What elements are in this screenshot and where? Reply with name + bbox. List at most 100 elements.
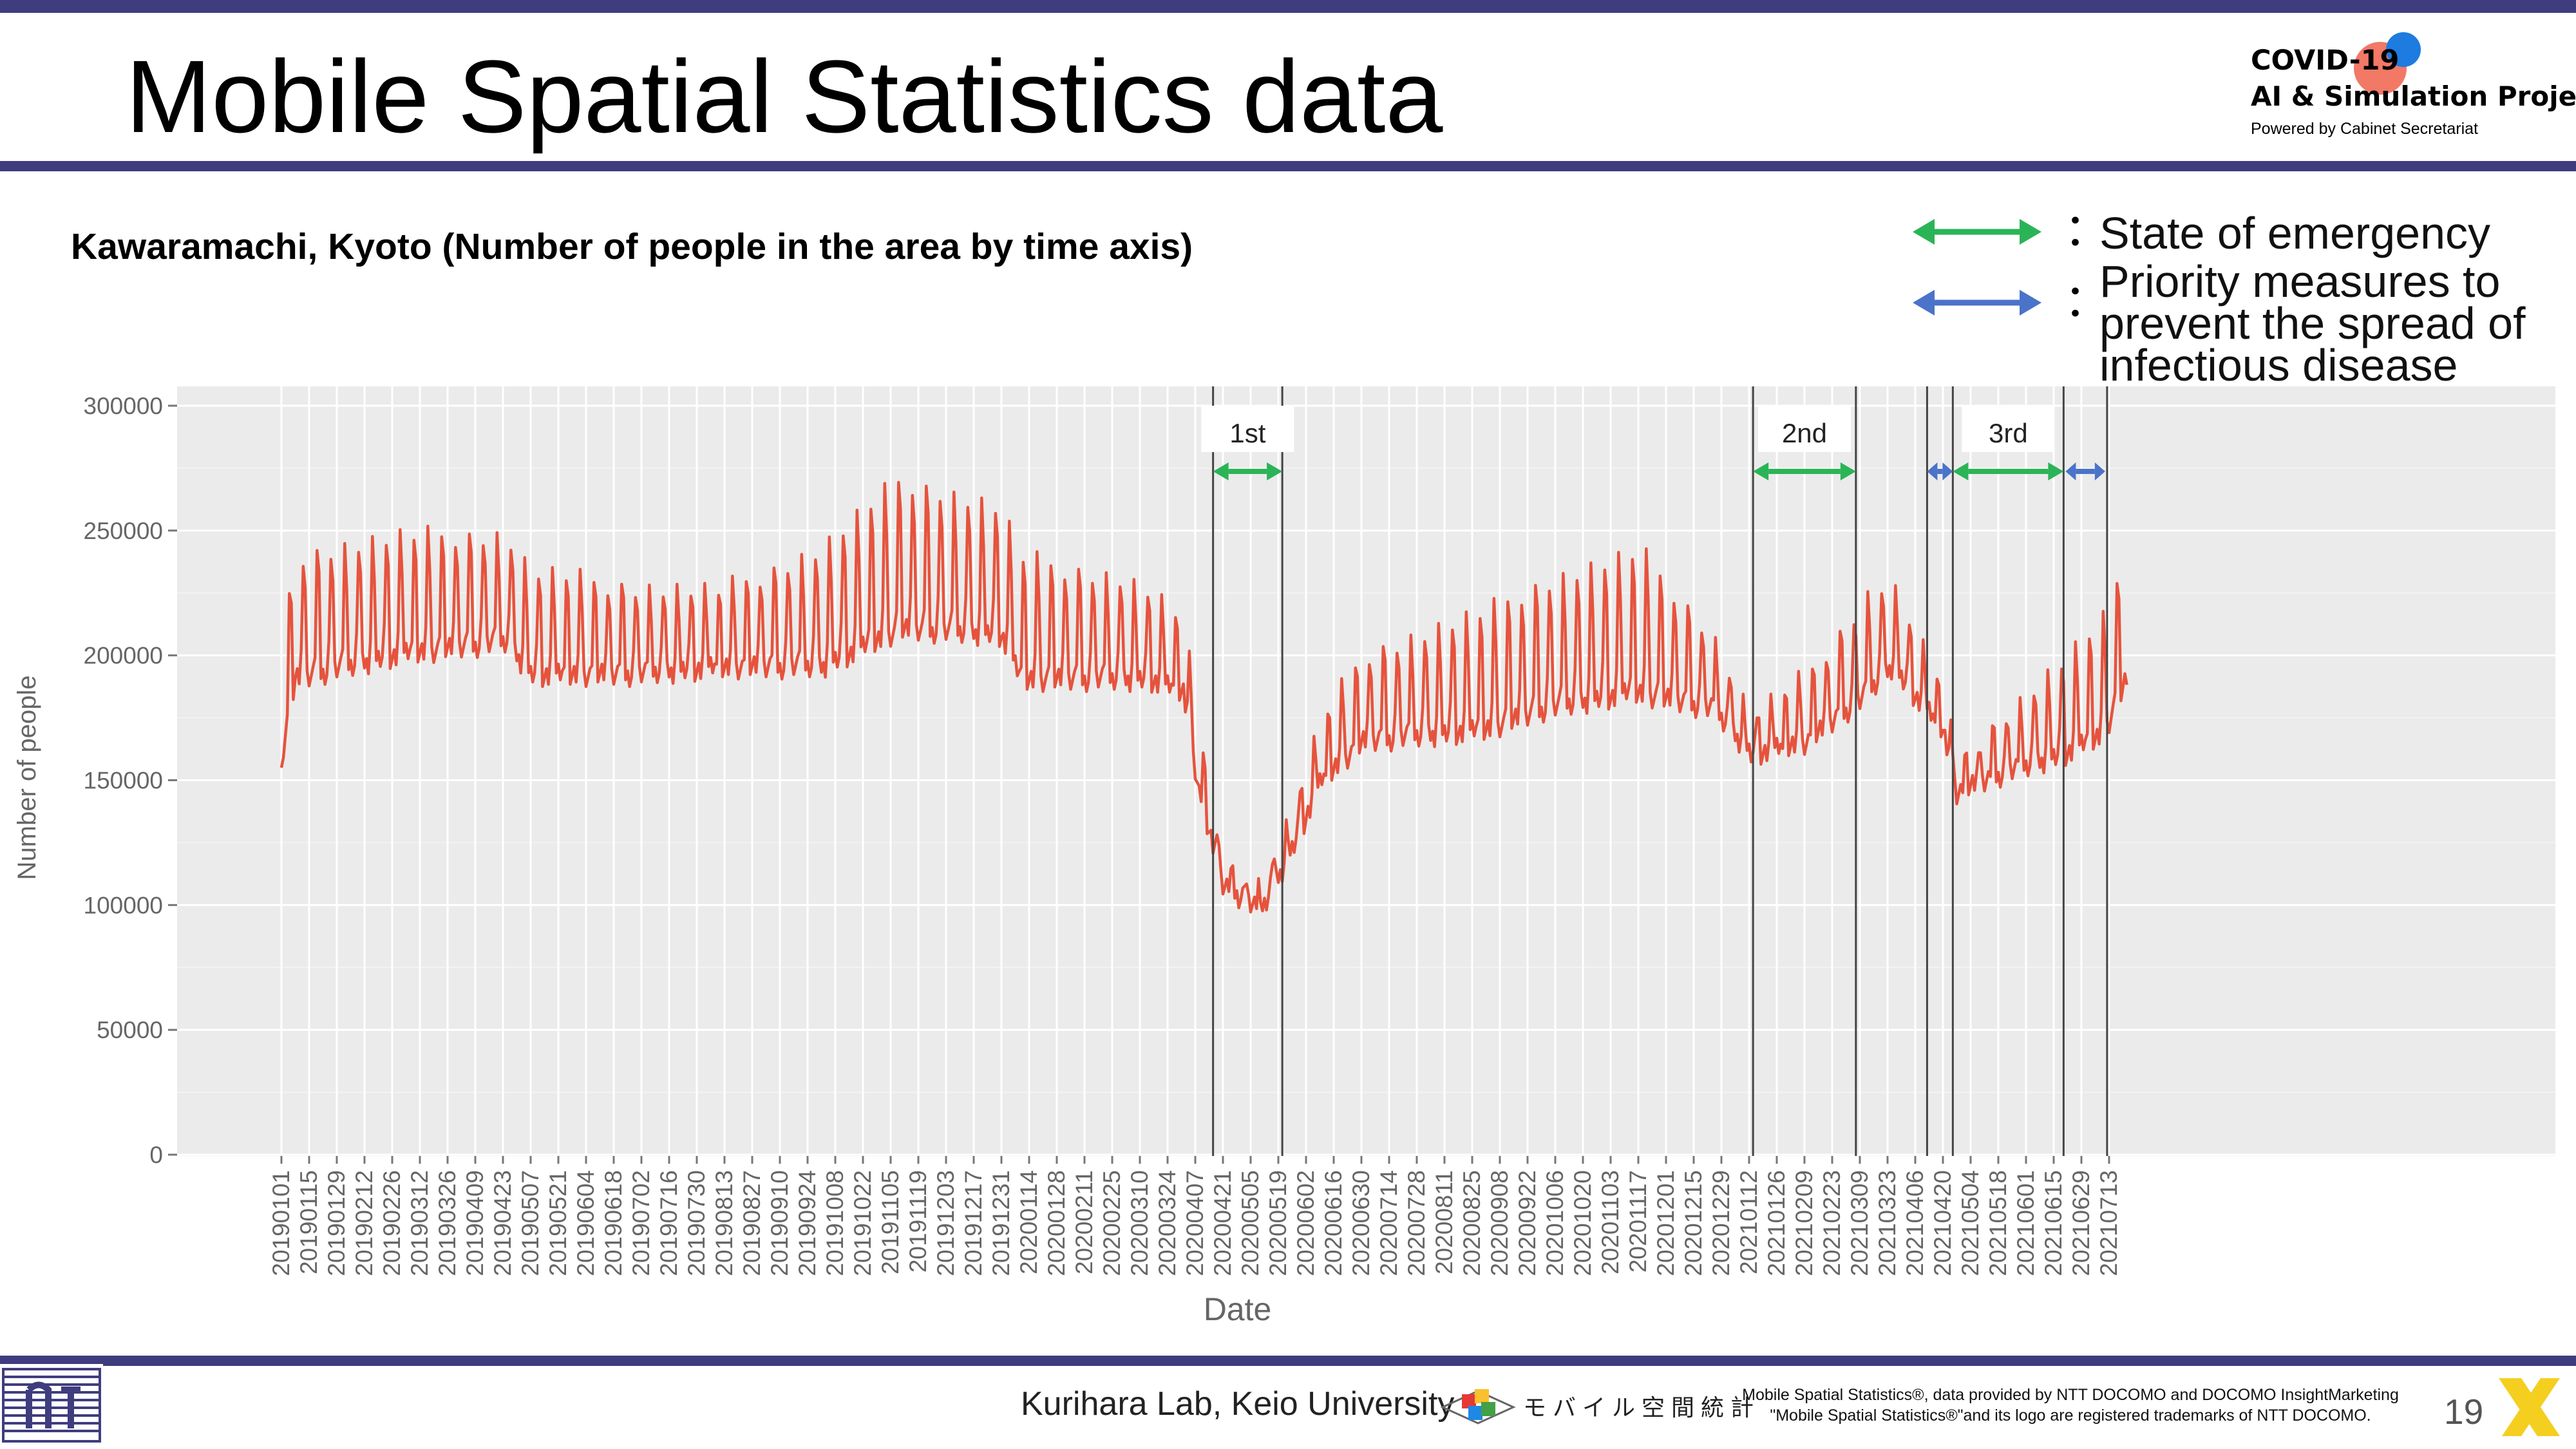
- x-tick-label: 20200310: [1126, 1170, 1153, 1276]
- x-tick-label: 20200602: [1293, 1170, 1319, 1276]
- x-tick-label: 20200811: [1431, 1170, 1457, 1274]
- x-tick-label: 20200519: [1265, 1170, 1291, 1276]
- x-tick-label: 20190702: [628, 1170, 654, 1276]
- x-tick-label: 20191008: [822, 1170, 848, 1276]
- period-arrow-head-right: [2048, 462, 2064, 480]
- x-tick-label: 20210112: [1736, 1170, 1762, 1274]
- period-arrow-head-left: [1753, 462, 1769, 480]
- mobile-stats-cube-icon: [1440, 1389, 1516, 1425]
- x-tick-label: 20200922: [1514, 1170, 1540, 1276]
- x-tick-label: 20200728: [1403, 1170, 1430, 1276]
- footer-credit: Kurihara Lab, Keio University: [1021, 1385, 1455, 1423]
- x-tick-label: 20200630: [1348, 1170, 1374, 1276]
- period-label-box: [1201, 406, 1294, 452]
- x-tick-label: 20200714: [1376, 1170, 1402, 1276]
- x-tick-label: 20190312: [406, 1170, 433, 1276]
- x-tick-label: 20190618: [600, 1170, 627, 1276]
- x-tick-label: 20201215: [1680, 1170, 1707, 1276]
- x-tick-label: 20200505: [1237, 1170, 1264, 1276]
- x-tick-label: 20210126: [1763, 1170, 1790, 1276]
- y-tick-label: 200000: [84, 643, 163, 669]
- x-tick-label: 20210629: [2068, 1170, 2094, 1276]
- x-tick-label: 20210406: [1902, 1170, 1928, 1276]
- x-tick-label: 20210209: [1791, 1170, 1817, 1276]
- priority-arrow-icon: [1913, 290, 2041, 316]
- x-tick-label: 20201020: [1569, 1170, 1596, 1276]
- x-tick-label: 20190423: [489, 1170, 516, 1276]
- period-arrow-head-right: [1840, 462, 1856, 480]
- x-tick-label: 20191203: [933, 1170, 959, 1276]
- y-tick-label: 300000: [84, 393, 163, 419]
- period-label-box: [1962, 406, 2055, 452]
- x-tick-label: 20200225: [1099, 1170, 1125, 1276]
- x-tick-label: 20190813: [711, 1170, 737, 1276]
- x-tick-label: 20200128: [1043, 1170, 1070, 1276]
- x-tick-label: 20210518: [1985, 1170, 2011, 1276]
- x-tick-label: 20200324: [1154, 1170, 1180, 1276]
- legend-priority-line3: infectious disease: [2099, 340, 2458, 390]
- x-tick-label: 20200908: [1486, 1170, 1513, 1276]
- logo-blue-dot: [2386, 32, 2421, 67]
- y-axis-label: Number of people: [13, 676, 41, 880]
- x-tick-label: 20210323: [1874, 1170, 1900, 1276]
- x-tick-label: 20191231: [988, 1170, 1014, 1276]
- legal-notice: Mobile Spatial Statistics®, data provide…: [1732, 1385, 2409, 1426]
- x-tick-label: 20201006: [1542, 1170, 1568, 1276]
- x-tick-label: 20201117: [1625, 1170, 1651, 1273]
- x-tick-label: 20210309: [1846, 1170, 1873, 1276]
- covid-project-logo: COVID-19 AI & Simulation Project Powered…: [2251, 32, 2576, 148]
- legal-line2: "Mobile Spatial Statistics®"and its logo…: [1770, 1406, 2371, 1425]
- page-number: 19: [2444, 1392, 2484, 1432]
- header-divider: [0, 161, 2576, 171]
- x-tick-label: 20190827: [739, 1170, 765, 1276]
- y-tick-label: 150000: [84, 768, 163, 794]
- slide-title: Mobile Spatial Statistics data: [126, 39, 1443, 154]
- x-axis-label: Date: [1204, 1291, 1272, 1327]
- x-tick-label: 20191022: [849, 1170, 876, 1276]
- legend-priority-line2: prevent the spread of: [2099, 298, 2526, 348]
- y-tick-label: 100000: [84, 892, 163, 918]
- period-arrow-head-right: [1267, 462, 1283, 480]
- legend-emergency-label: State of emergency: [2099, 208, 2490, 258]
- x-tick-label: 20200616: [1320, 1170, 1347, 1276]
- chart-subtitle: Kawaramachi, Kyoto (Number of people in …: [71, 226, 1193, 267]
- x-tick-label: 20191119: [905, 1170, 931, 1273]
- x-tick-label: 20191217: [960, 1170, 987, 1276]
- x-tick-label: 20190409: [462, 1170, 488, 1276]
- logo-line3: Powered by Cabinet Secretariat: [2251, 120, 2478, 138]
- y-tick-label: 0: [149, 1142, 163, 1168]
- period-arrow-head-right: [2094, 462, 2105, 480]
- x-tick-label: 20200114: [1016, 1170, 1042, 1274]
- x-tick-label: 20190101: [268, 1170, 294, 1276]
- period-arrow-head-left: [1927, 462, 1938, 480]
- plot-background: [177, 386, 2555, 1156]
- x-tick-label: 20201103: [1597, 1170, 1624, 1274]
- x-tick-label: 20200407: [1182, 1170, 1208, 1276]
- x-tick-label: 20210601: [2012, 1170, 2039, 1276]
- logo-line2: AI & Simulation Project: [2251, 80, 2576, 112]
- kurihara-lab-logo: [0, 1364, 103, 1448]
- x-tick-label: 20190129: [323, 1170, 350, 1276]
- x-tick-label: 20210615: [2040, 1170, 2067, 1276]
- mobile-spatial-statistics-logo: モバイル空間統計: [1439, 1381, 1754, 1433]
- x-tick-label: 20200211: [1071, 1170, 1097, 1274]
- x-tick-label: 20201229: [1708, 1170, 1734, 1276]
- period-label: 3rd: [1989, 418, 2028, 448]
- x-tick-label: 20190226: [379, 1170, 405, 1276]
- period-label: 1st: [1229, 418, 1265, 448]
- emergency-arrow-icon: [1913, 219, 2041, 245]
- people-count-line: [279, 480, 2128, 914]
- x-tick-label: 20191105: [877, 1170, 904, 1274]
- y-tick-label: 50000: [97, 1017, 163, 1043]
- period-arrow-head-left: [1953, 462, 1969, 480]
- x-brand-logo: [2499, 1378, 2560, 1436]
- x-tick-label: 20190924: [794, 1170, 820, 1276]
- x-tick-label: 20190115: [296, 1170, 322, 1274]
- x-tick-label: 20190716: [656, 1170, 682, 1276]
- x-tick-label: 20190507: [517, 1170, 544, 1276]
- x-tick-label: 20190212: [351, 1170, 377, 1276]
- period-arrow-head-right: [1942, 462, 1953, 480]
- footer-divider: [0, 1356, 2576, 1366]
- logo-line1: COVID-19: [2251, 44, 2400, 77]
- top-accent-bar: [0, 0, 2576, 13]
